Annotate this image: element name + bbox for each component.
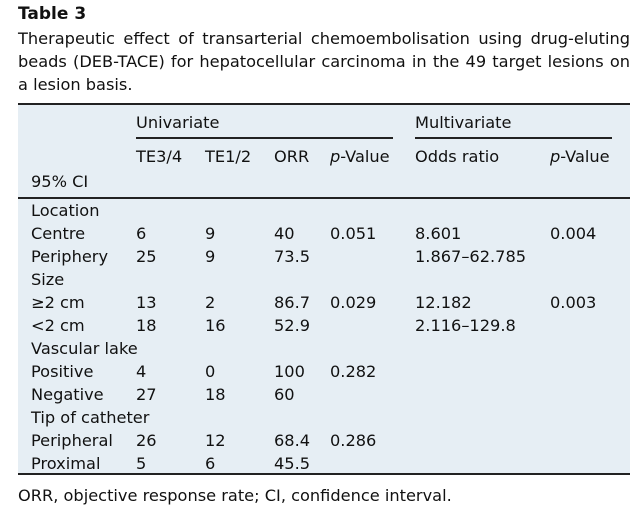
p-rest: -Value — [560, 147, 610, 166]
cell-te34: 27 — [136, 385, 157, 404]
col-header-p-value-multi: p-Value — [550, 147, 610, 167]
cell-orr: 86.7 — [274, 293, 311, 312]
top-rule — [18, 103, 630, 105]
col-header-odds-ratio: Odds ratio — [415, 147, 500, 166]
univariate-header: Univariate — [136, 113, 220, 132]
section-label: Tip of catheter — [31, 408, 150, 427]
cell-te12: 16 — [205, 316, 226, 335]
header-rule — [18, 197, 630, 199]
col-header-orr: ORR — [274, 147, 310, 166]
cell-p-uni: 0.051 — [330, 224, 377, 243]
cell-odds: 12.182 — [415, 293, 472, 312]
section-label: Vascular lake — [31, 339, 138, 358]
row-name: Negative — [31, 385, 104, 404]
cell-te12: 12 — [205, 431, 226, 450]
cell-p-uni: 0.286 — [330, 431, 377, 450]
section-label: Size — [31, 270, 65, 289]
cell-orr: 73.5 — [274, 247, 311, 266]
cell-te12: 9 — [205, 224, 216, 243]
cell-p-uni: 0.029 — [330, 293, 377, 312]
cell-p-multi: 0.004 — [550, 224, 597, 243]
multivariate-rule — [415, 137, 612, 139]
row-name: <2 cm — [31, 316, 85, 335]
cell-te34: 5 — [136, 454, 147, 473]
cell-te12: 9 — [205, 247, 216, 266]
row-name: Positive — [31, 362, 94, 381]
col-header-te34: TE3/4 — [136, 147, 183, 166]
cell-te12: 6 — [205, 454, 216, 473]
cell-odds: 1.867–62.785 — [415, 247, 527, 266]
section-label: Location — [31, 201, 100, 220]
cell-orr: 40 — [274, 224, 295, 243]
cell-orr: 60 — [274, 385, 295, 404]
cell-odds: 8.601 — [415, 224, 462, 243]
cell-orr: 68.4 — [274, 431, 311, 450]
row-name: Proximal — [31, 454, 101, 473]
table-panel: Univariate Multivariate TE3/4 TE1/2 ORR … — [18, 103, 630, 475]
table-title: Table 3 — [18, 4, 87, 24]
cell-te12: 18 — [205, 385, 226, 404]
cell-te34: 4 — [136, 362, 147, 381]
cell-te34: 13 — [136, 293, 157, 312]
univariate-rule — [136, 137, 393, 139]
cell-orr: 45.5 — [274, 454, 311, 473]
cell-te12: 0 — [205, 362, 216, 381]
cell-p-uni: 0.282 — [330, 362, 377, 381]
ci-label: 95% CI — [31, 172, 89, 191]
cell-te34: 26 — [136, 431, 157, 450]
cell-te34: 25 — [136, 247, 157, 266]
multivariate-header: Multivariate — [415, 113, 512, 132]
row-name: Centre — [31, 224, 86, 243]
cell-te12: 2 — [205, 293, 216, 312]
cell-orr: 100 — [274, 362, 305, 381]
col-header-p-value-uni: p-Value — [330, 147, 390, 167]
table-caption: Therapeutic effect of transarterial chem… — [18, 29, 630, 94]
cell-te34: 6 — [136, 224, 147, 243]
table-footnote: ORR, objective response rate; CI, confid… — [18, 486, 452, 505]
p-italic: p — [330, 147, 341, 166]
row-name: Periphery — [31, 247, 109, 266]
row-name: ≥2 cm — [31, 293, 85, 312]
cell-te34: 18 — [136, 316, 157, 335]
cell-p-multi: 0.003 — [550, 293, 597, 312]
col-header-te12: TE1/2 — [205, 147, 252, 166]
cell-odds: 2.116–129.8 — [415, 316, 516, 335]
cell-orr: 52.9 — [274, 316, 311, 335]
bottom-rule — [18, 473, 630, 475]
row-name: Peripheral — [31, 431, 113, 450]
p-italic: p — [550, 147, 561, 166]
p-rest: -Value — [340, 147, 390, 166]
